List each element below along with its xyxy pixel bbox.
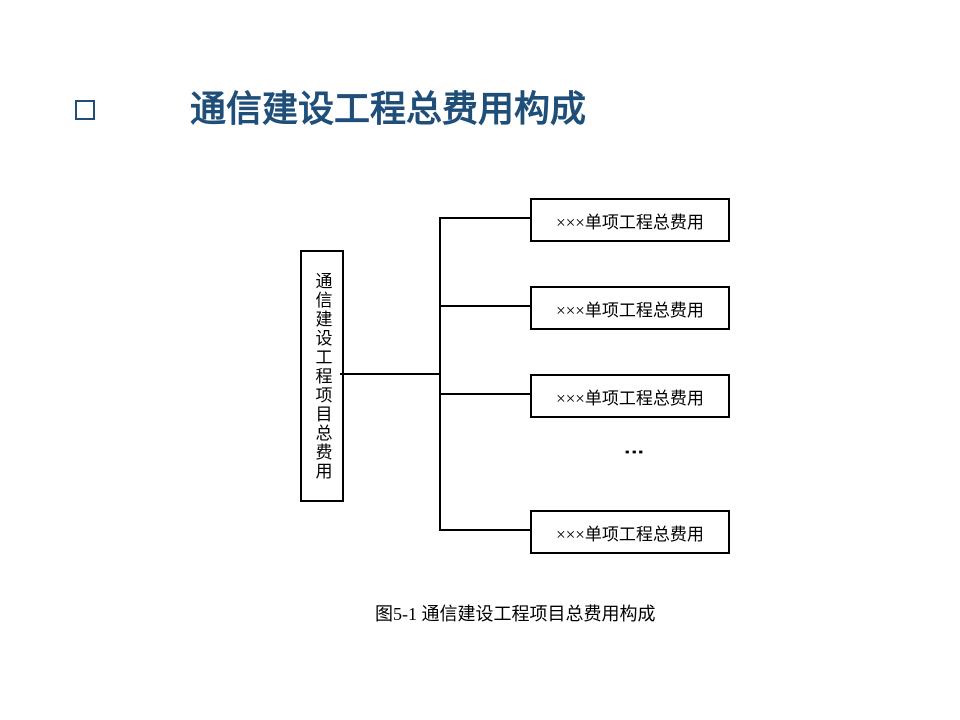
branch-line-0 <box>440 217 530 219</box>
ellipsis: ⋮ <box>622 442 646 464</box>
leaf-node-1: ×××单项工程总费用 <box>530 286 730 330</box>
figure-caption: 图5-1 通信建设工程项目总费用构成 <box>375 600 656 626</box>
title-bullet <box>75 100 95 120</box>
leaf-node-2: ×××单项工程总费用 <box>530 374 730 418</box>
leaf-node-0: ×××单项工程总费用 <box>530 198 730 242</box>
branch-line-2 <box>440 393 530 395</box>
branch-line-3 <box>440 529 530 531</box>
branch-line-1 <box>440 305 530 307</box>
root-node: 通信建设工程项目总费用 <box>300 250 344 502</box>
trunk-line <box>340 373 440 375</box>
vertical-line <box>439 217 441 531</box>
leaf-node-3: ×××单项工程总费用 <box>530 510 730 554</box>
page-title: 通信建设工程总费用构成 <box>190 80 586 132</box>
